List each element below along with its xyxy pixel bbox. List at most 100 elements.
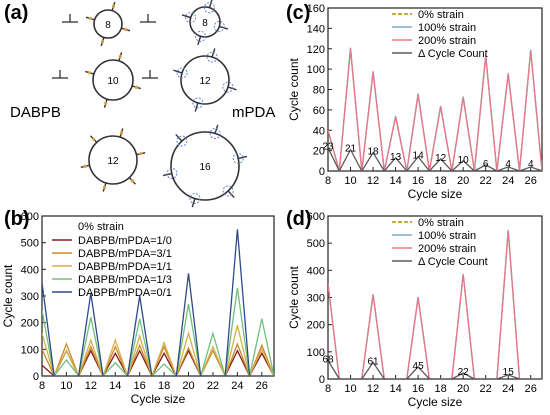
delta-value-label: 6 xyxy=(483,159,489,170)
dabpb-ring-8: 8 xyxy=(85,1,131,47)
panel-d-letter: (d) xyxy=(286,208,312,230)
series-line xyxy=(328,230,542,379)
legend-entry: Δ Cycle Count xyxy=(418,256,488,268)
legend-entry: DABPB/mPDA=0/1 xyxy=(78,287,172,299)
delta-value-label: 14 xyxy=(413,151,425,162)
y-tick-label: 20 xyxy=(313,146,325,158)
y-tick-label: 600 xyxy=(307,211,325,223)
x-tick-label: 10 xyxy=(60,380,72,392)
delta-value-label: 61 xyxy=(367,356,379,367)
x-tick-label: 8 xyxy=(325,383,331,395)
legend-entry: 100% strain xyxy=(418,230,476,242)
x-tick-label: 24 xyxy=(502,175,514,187)
x-tick-label: 26 xyxy=(525,175,537,187)
x-tick-label: 12 xyxy=(367,175,379,187)
delta-value-label: 22 xyxy=(458,367,470,378)
series-line xyxy=(328,48,542,171)
x-tick-label: 14 xyxy=(389,175,401,187)
delta-value-label: 12 xyxy=(435,153,447,164)
y-tick-label: 60 xyxy=(313,105,325,117)
ring-size-label: 12 xyxy=(107,156,119,167)
chart-b: 0 100 200 300 400 500 600 8 10 12 14 16 18 20 22 24 26 Cy… xyxy=(1,211,275,406)
delta-value-label: 68 xyxy=(322,355,334,366)
y-tick-label: 500 xyxy=(307,238,325,250)
x-tick-label: 26 xyxy=(525,383,537,395)
y-tick-label: 160 xyxy=(307,3,325,15)
legend-entry: 200% strain xyxy=(418,35,476,47)
y-tick-label: 80 xyxy=(313,85,325,97)
panel-c-letter: (c) xyxy=(286,2,311,24)
series-line xyxy=(328,360,542,379)
y-tick-label: 300 xyxy=(21,291,39,303)
y-tick-label: 200 xyxy=(307,320,325,332)
delta-value-label: 4 xyxy=(528,159,534,170)
x-tick-label: 20 xyxy=(182,380,194,392)
x-tick-label: 22 xyxy=(207,380,219,392)
y-tick-label: 0 xyxy=(319,166,325,178)
panel-b-letter: (b) xyxy=(4,208,30,230)
x-tick-label: 12 xyxy=(367,383,379,395)
x-tick-label: 26 xyxy=(256,380,268,392)
series-line xyxy=(42,229,274,376)
legend-entry: DABPB/mPDA=1/0 xyxy=(78,235,172,247)
series-line xyxy=(42,325,274,376)
x-axis-label: Cycle size xyxy=(131,392,186,406)
delta-value-label: 21 xyxy=(345,144,357,155)
dabpb-ring-12: 12 xyxy=(80,128,146,192)
x-axis-label: Cycle size xyxy=(408,395,463,409)
legend-entry: Δ Cycle Count xyxy=(418,48,488,60)
x-tick-label: 14 xyxy=(389,383,401,395)
chart-d: 0 100 200 300 400 500 600 8 10 12 14 16 18 20 22 24 26 Cy… xyxy=(287,211,543,409)
legend-entry: 100% strain xyxy=(418,22,476,34)
plot-frame xyxy=(327,215,543,380)
legend: 0% strainDABPB/mPDA=1/0DABPB/mPDA=3/1DAB… xyxy=(52,221,172,299)
y-tick-label: 40 xyxy=(313,125,325,137)
y-tick-label: 500 xyxy=(21,238,39,250)
x-tick-label: 16 xyxy=(412,175,424,187)
mpda-label: mPDA xyxy=(232,104,276,121)
legend-entry: 0% strain xyxy=(418,9,464,21)
y-tick-label: 100 xyxy=(307,64,325,76)
x-tick-label: 16 xyxy=(412,383,424,395)
panel-a-letter: (a) xyxy=(4,2,29,24)
ring-size-label: 16 xyxy=(199,162,211,173)
x-axis-label: Cycle size xyxy=(408,187,463,201)
dabpb-ring-10: 10 xyxy=(85,52,141,108)
x-tick-label: 16 xyxy=(134,380,146,392)
delta-value-label: 18 xyxy=(367,147,379,158)
x-tick-label: 24 xyxy=(231,380,243,392)
ring-size-label: 10 xyxy=(107,76,119,87)
x-tick-label: 10 xyxy=(344,175,356,187)
y-axis-label: Cycle count xyxy=(1,264,15,327)
x-tick-label: 14 xyxy=(109,380,121,392)
x-tick-label: 8 xyxy=(325,175,331,187)
x-tick-label: 22 xyxy=(480,383,492,395)
delta-value-label: 13 xyxy=(390,152,402,163)
ring-size-label: 8 xyxy=(105,20,111,31)
mpda-ring-16: 16 xyxy=(162,124,248,208)
delta-value-label: 10 xyxy=(458,155,470,166)
y-tick-label: 400 xyxy=(307,265,325,277)
y-tick-label: 140 xyxy=(307,23,325,35)
legend-entry: DABPB/mPDA=3/1 xyxy=(78,248,172,260)
mpda-ring-12: 12 xyxy=(173,48,237,112)
legend-entry: DABPB/mPDA=1/1 xyxy=(78,261,172,273)
x-tick-label: 20 xyxy=(457,175,469,187)
y-axis-label: Cycle count xyxy=(287,265,301,328)
y-tick-label: 400 xyxy=(21,264,39,276)
delta-value-label: 45 xyxy=(413,361,425,372)
y-axis-label: Cycle count xyxy=(287,57,301,120)
y-tick-label: 0 xyxy=(33,371,39,383)
x-tick-label: 18 xyxy=(435,383,447,395)
x-tick-label: 20 xyxy=(457,383,469,395)
y-tick-label: 600 xyxy=(21,211,39,223)
dabpb-label: DABPB xyxy=(10,104,61,121)
x-tick-label: 18 xyxy=(158,380,170,392)
x-tick-label: 24 xyxy=(502,383,514,395)
y-tick-label: 0 xyxy=(319,374,325,386)
panel-a-schematic: 8 10 12 8 12 16 xyxy=(52,0,248,208)
y-tick-label: 100 xyxy=(21,344,39,356)
y-tick-label: 120 xyxy=(307,44,325,56)
chart-c: 0 20 40 60 80 100 120 140 160 8 10 12 14 16 18 20 22 24 26… xyxy=(287,3,543,201)
